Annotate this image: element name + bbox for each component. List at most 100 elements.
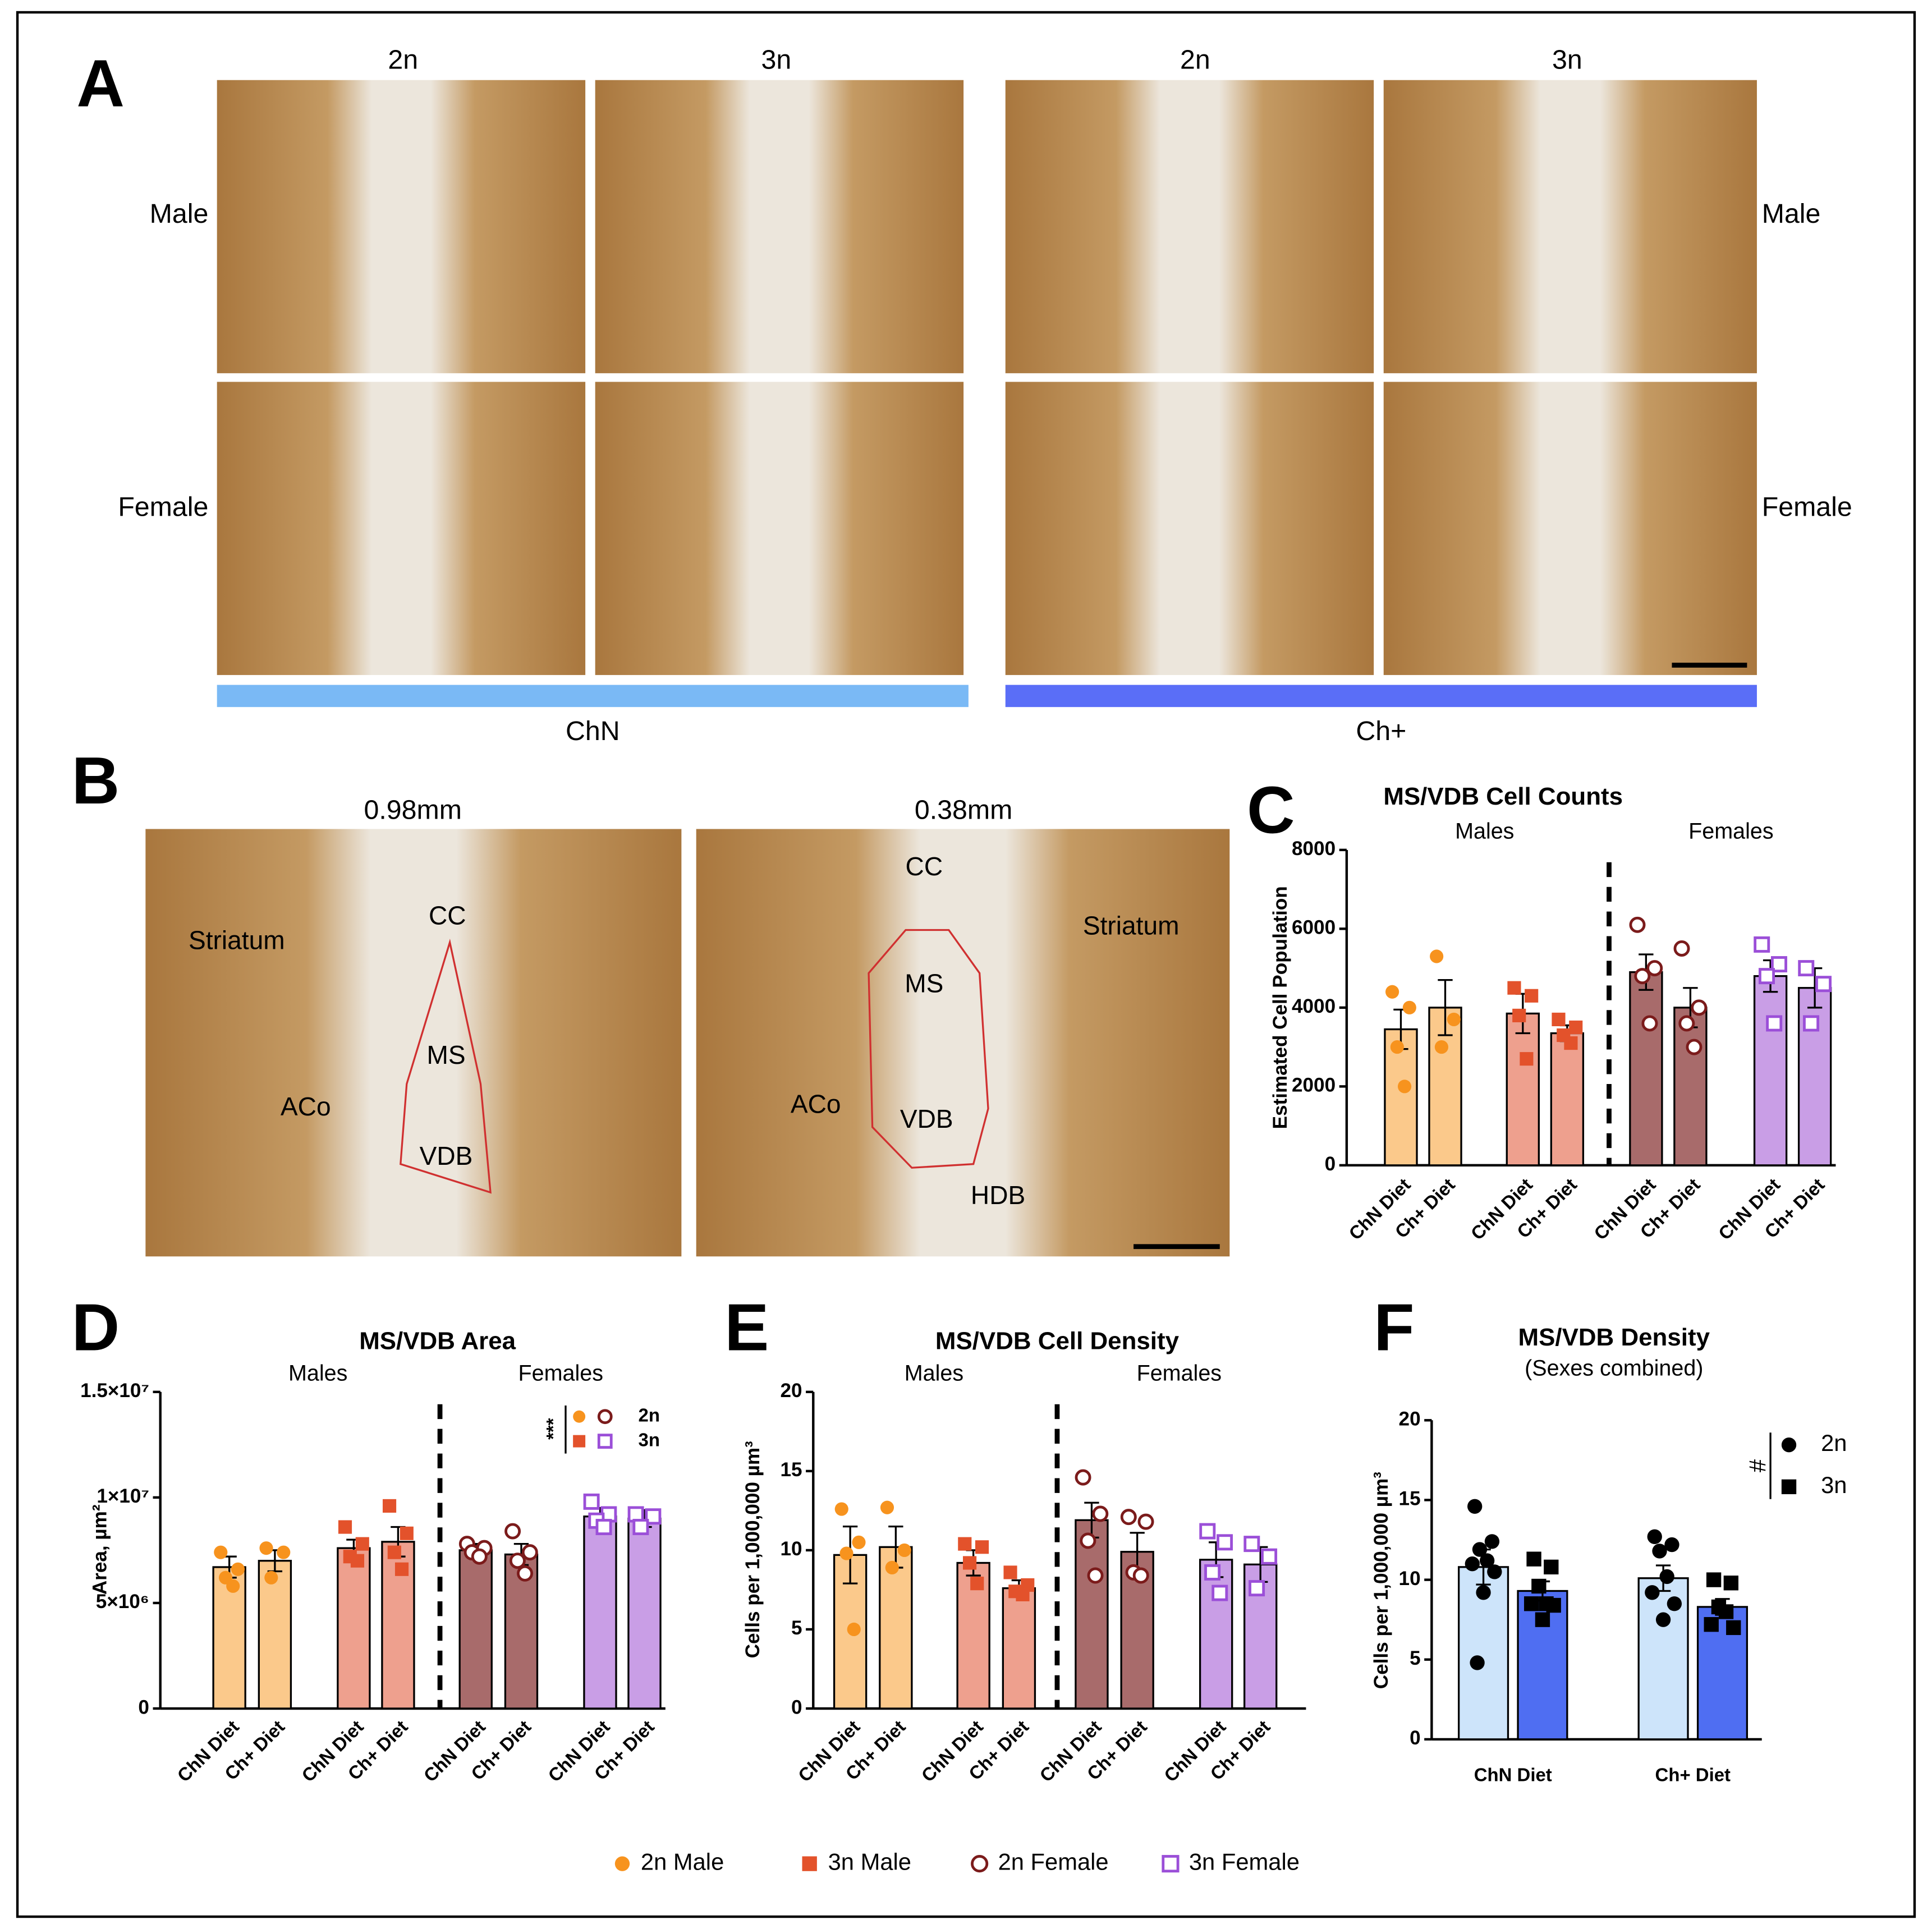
region-label: VDB bbox=[420, 1141, 473, 1170]
significance: # bbox=[1744, 1459, 1770, 1472]
panel-label: C bbox=[1247, 774, 1295, 848]
y-tick-label: 20 bbox=[1399, 1408, 1421, 1430]
y-tick-label: 5 bbox=[1410, 1647, 1421, 1669]
panel-label: E bbox=[724, 1291, 769, 1365]
point bbox=[214, 1545, 228, 1559]
point bbox=[880, 1500, 894, 1514]
point bbox=[573, 1410, 586, 1423]
region-label: MS bbox=[426, 1040, 465, 1069]
region-label: MS bbox=[905, 968, 943, 998]
point bbox=[1646, 960, 1663, 977]
point bbox=[1552, 1012, 1566, 1026]
point bbox=[1655, 1612, 1671, 1627]
point bbox=[1803, 1015, 1820, 1032]
point bbox=[834, 1502, 848, 1516]
bar bbox=[1753, 975, 1788, 1166]
legend-label: 3n Female bbox=[1189, 1849, 1300, 1875]
point bbox=[1465, 1556, 1480, 1572]
point bbox=[1479, 1553, 1495, 1568]
point bbox=[400, 1526, 414, 1540]
legend-label: 2n bbox=[639, 1404, 660, 1425]
point bbox=[802, 1856, 817, 1871]
point bbox=[1664, 1537, 1679, 1553]
legend-label: 2n bbox=[1821, 1430, 1847, 1456]
y-tick-label: 0 bbox=[1325, 1153, 1336, 1175]
point bbox=[1524, 1596, 1539, 1611]
y-tick-label: 5×10⁶ bbox=[96, 1591, 149, 1613]
point bbox=[509, 1553, 526, 1569]
y-axis-label: Area, µm² bbox=[89, 1504, 111, 1595]
chart-title: MS/VDB Cell Density bbox=[935, 1328, 1180, 1355]
y-tick-label: 10 bbox=[1399, 1568, 1421, 1590]
point bbox=[1447, 1012, 1461, 1026]
region-label: CC bbox=[429, 901, 466, 930]
point bbox=[1162, 1855, 1180, 1873]
point bbox=[1634, 968, 1651, 985]
point bbox=[597, 1409, 613, 1425]
point bbox=[1512, 1008, 1526, 1022]
legend-label: 3n bbox=[1821, 1472, 1847, 1498]
point bbox=[1016, 1587, 1030, 1601]
point bbox=[1531, 1578, 1546, 1594]
y-tick-label: 4000 bbox=[1292, 995, 1336, 1017]
point bbox=[614, 1856, 630, 1871]
point bbox=[1087, 1567, 1104, 1584]
y-tick-label: 0 bbox=[1410, 1727, 1421, 1749]
point bbox=[1754, 936, 1770, 953]
point bbox=[597, 1434, 613, 1449]
point bbox=[1535, 1612, 1550, 1627]
x-tick-label: Ch+ Diet bbox=[1655, 1764, 1731, 1785]
point bbox=[471, 1548, 488, 1565]
significance: *** bbox=[543, 1418, 563, 1440]
point bbox=[1132, 1567, 1149, 1584]
point bbox=[504, 1523, 521, 1540]
point bbox=[1080, 1532, 1096, 1549]
bar bbox=[583, 1515, 617, 1710]
point bbox=[1652, 1544, 1667, 1559]
bar bbox=[1550, 1032, 1585, 1166]
point bbox=[387, 1545, 401, 1559]
region-label: ACo bbox=[791, 1090, 841, 1119]
point bbox=[1525, 989, 1539, 1003]
point bbox=[1204, 1564, 1221, 1581]
bar bbox=[458, 1549, 493, 1710]
y-axis-label: Cells per 1,000,000 µm³ bbox=[1370, 1472, 1392, 1689]
panel-label: B bbox=[72, 744, 120, 818]
point bbox=[583, 1493, 600, 1510]
point bbox=[394, 1562, 409, 1576]
bar bbox=[1629, 971, 1663, 1166]
point bbox=[1434, 1040, 1448, 1054]
chart-title: MS/VDB Cell Counts bbox=[1383, 783, 1623, 810]
chart-title: MS/VDB Area bbox=[359, 1328, 516, 1355]
y-tick-label: 15 bbox=[1399, 1488, 1421, 1510]
y-tick-label: 1.5×10⁷ bbox=[80, 1380, 149, 1402]
legend-label: 2n Male bbox=[641, 1849, 724, 1875]
region-label: Striatum bbox=[189, 926, 285, 955]
point bbox=[1430, 949, 1444, 963]
region-label: Striatum bbox=[1083, 911, 1180, 940]
bar bbox=[627, 1517, 662, 1710]
point bbox=[971, 1855, 989, 1873]
y-tick-label: 0 bbox=[138, 1696, 149, 1718]
point bbox=[1402, 1000, 1416, 1014]
column-label: 2n bbox=[388, 45, 418, 75]
panel-label: D bbox=[72, 1291, 120, 1365]
point bbox=[1759, 968, 1775, 985]
bar bbox=[1673, 1007, 1708, 1166]
point bbox=[277, 1545, 291, 1559]
panel-a-photos bbox=[217, 80, 1757, 708]
point bbox=[975, 1540, 989, 1554]
y-tick-label: 8000 bbox=[1292, 838, 1336, 860]
point bbox=[1673, 940, 1690, 957]
point bbox=[350, 1554, 365, 1568]
y-tick-label: 6000 bbox=[1292, 917, 1336, 939]
point bbox=[355, 1537, 369, 1551]
point bbox=[338, 1520, 352, 1534]
point bbox=[1467, 1499, 1483, 1514]
point bbox=[1691, 999, 1708, 1016]
group-label: Females bbox=[518, 1361, 603, 1386]
point bbox=[1199, 1523, 1216, 1540]
row-label: Female bbox=[118, 492, 208, 522]
point bbox=[1546, 1597, 1561, 1613]
point bbox=[521, 1544, 538, 1561]
